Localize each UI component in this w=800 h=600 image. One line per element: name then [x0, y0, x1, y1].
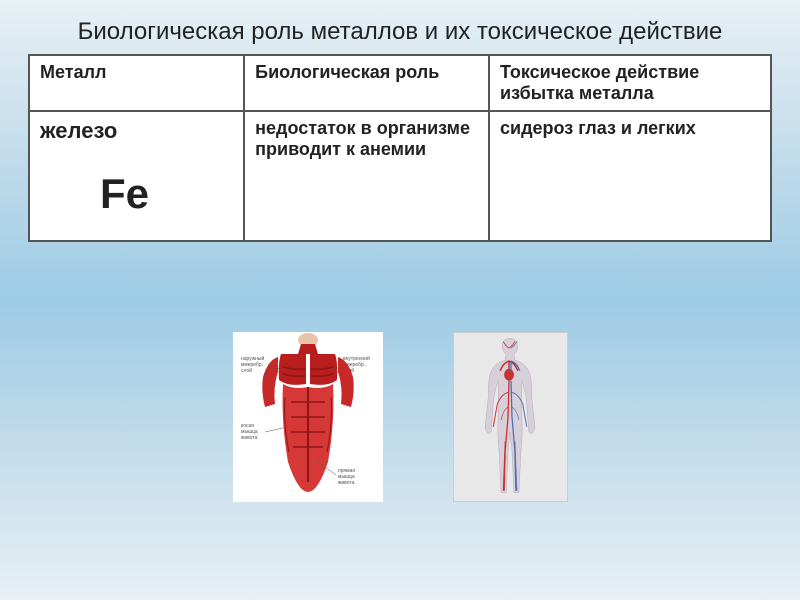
cell-bio-role: недостаток в организме приводит к анемии	[244, 111, 489, 241]
anatomy-torso-image: наружный межребр. слой внутренний межреб…	[233, 332, 383, 502]
cell-toxic: сидероз глаз и легких	[489, 111, 771, 241]
images-container: наружный межребр. слой внутренний межреб…	[28, 332, 772, 502]
svg-text:внутренний: внутренний	[343, 355, 370, 362]
muscular-torso-icon: наружный межребр. слой внутренний межреб…	[233, 332, 383, 502]
svg-text:слой: слой	[241, 367, 252, 374]
page-title: Биологическая роль металлов и их токсиче…	[28, 18, 772, 46]
table-row: железо Fe недостаток в организме приводи…	[29, 111, 771, 241]
metals-table: Металл Биологическая роль Токсическое де…	[28, 54, 772, 242]
svg-text:живота: живота	[338, 480, 355, 486]
metal-symbol-label: Fe	[100, 170, 149, 218]
svg-text:наружный: наружный	[241, 355, 265, 362]
metal-name-label: железо	[40, 118, 233, 144]
cell-metal: железо Fe	[29, 111, 244, 241]
svg-text:живота: живота	[241, 435, 258, 441]
header-bio-role: Биологическая роль	[244, 55, 489, 111]
circulatory-body-icon	[454, 332, 567, 502]
anatomy-circulatory-image	[453, 332, 568, 502]
table-header-row: Металл Биологическая роль Токсическое де…	[29, 55, 771, 111]
header-toxic: Токсическое действие избытка металла	[489, 55, 771, 111]
header-metal: Металл	[29, 55, 244, 111]
